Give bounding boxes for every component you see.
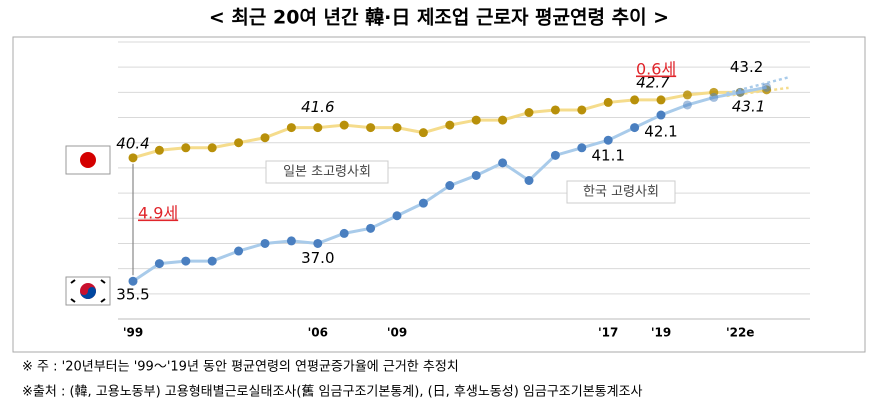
data-point (154, 145, 164, 155)
data-point (313, 238, 323, 248)
x-tick-label: '17 (598, 326, 618, 340)
data-point (471, 170, 481, 180)
data-point (260, 133, 270, 143)
x-tick-label: '22e (726, 326, 755, 340)
trend-arrow (726, 86, 789, 98)
gap-label: 4.9세 (138, 204, 178, 223)
data-point (313, 123, 323, 133)
data-point (339, 120, 349, 130)
data-point (709, 92, 719, 102)
annotation: 한국 고령사회 (583, 185, 659, 200)
trend-arrow (726, 76, 789, 95)
data-point (366, 123, 376, 133)
data-point (286, 236, 296, 246)
data-point (445, 120, 455, 130)
korea-flag (65, 276, 111, 306)
data-point (286, 123, 296, 133)
data-point (392, 211, 402, 221)
x-tick-label: '09 (387, 326, 407, 340)
data-point (181, 256, 191, 266)
data-point (603, 135, 613, 145)
data-point (207, 143, 217, 153)
data-point (207, 256, 217, 266)
data-point (339, 228, 349, 238)
annotation: 일본 초고령사회 (283, 165, 371, 180)
data-point (392, 123, 402, 133)
value-label: 42.1 (644, 123, 677, 141)
data-point (366, 223, 376, 233)
data-point (524, 108, 534, 118)
data-point (445, 181, 455, 191)
data-point (630, 123, 640, 133)
data-point (418, 128, 428, 138)
data-point (682, 100, 692, 110)
x-tick-label: '99 (123, 326, 143, 340)
value-label: 41.6 (301, 98, 334, 116)
value-label: 35.5 (116, 286, 149, 304)
data-point (735, 87, 745, 97)
value-label: 40.4 (116, 134, 149, 152)
data-point (154, 259, 164, 269)
data-point (577, 105, 587, 115)
x-tick-label: '19 (651, 326, 671, 340)
value-label: 37.0 (301, 249, 334, 267)
data-point (128, 276, 138, 286)
data-point (603, 97, 613, 107)
data-point (260, 238, 270, 248)
annotation-box (265, 160, 389, 184)
value-label: 43.2 (730, 58, 763, 76)
data-point (682, 90, 692, 100)
data-point (234, 246, 244, 256)
data-point (577, 143, 587, 153)
data-point (128, 153, 138, 163)
annotation-box (566, 180, 676, 204)
x-tick-label: '06 (308, 326, 328, 340)
value-label: 43.1 (732, 97, 765, 115)
data-point (498, 115, 508, 125)
data-point (471, 115, 481, 125)
gap-label: 0.6세 (636, 60, 676, 79)
source: ※출처 : (韓, 고용노동부) 고용형태별근로실태조사(舊 임금구조기본통계)… (22, 385, 643, 400)
data-point (656, 110, 666, 120)
data-point (418, 198, 428, 208)
data-point (550, 105, 560, 115)
value-label: 41.1 (591, 147, 624, 165)
data-point (181, 143, 191, 153)
value-label: 42.7 (636, 73, 670, 91)
data-point (656, 95, 666, 105)
note: ※ 주 : '20년부터는 '99～'19년 동안 평균연령의 연평균증가율에 … (22, 360, 459, 375)
japan-flag (65, 145, 111, 175)
data-point (498, 158, 508, 168)
data-point (550, 150, 560, 160)
data-point (524, 176, 534, 185)
chart-frame (12, 36, 866, 353)
chart-title: < 최근 20여 년간 韓·日 제조업 근로자 평균연령 추이 > (209, 6, 669, 29)
data-point (762, 82, 772, 92)
data-point (630, 95, 640, 105)
data-point (234, 138, 244, 148)
